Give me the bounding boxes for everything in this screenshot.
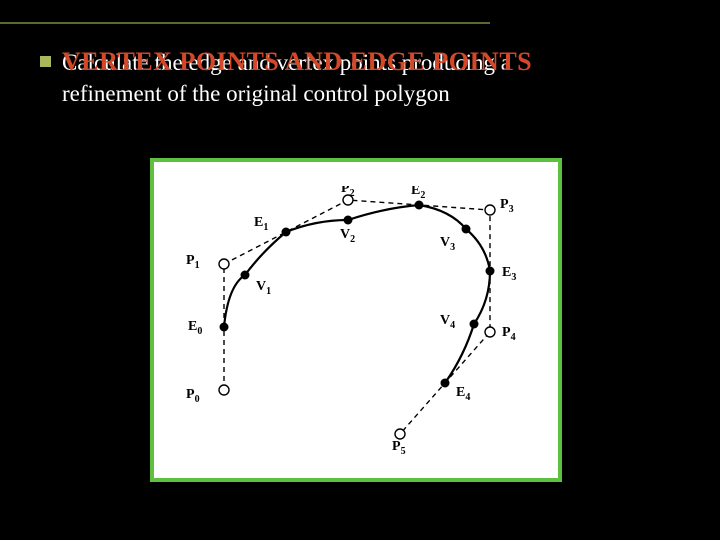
- control-point-P4: [485, 327, 495, 337]
- label-P3: P3: [500, 197, 514, 215]
- bullet-marker: [40, 56, 51, 67]
- label-V4: V4: [440, 313, 455, 331]
- vertex-point-V3: [462, 225, 471, 234]
- control-point-P1: [219, 259, 229, 269]
- refinement-diagram: P0P1P2P3P4P5E0E1E2E3E4V1V2V3V4: [178, 186, 534, 454]
- vertex-point-V4: [470, 320, 479, 329]
- control-point-P3: [485, 205, 495, 215]
- control-point-P0: [219, 385, 229, 395]
- edge-point-E2: [415, 201, 424, 210]
- label-E2: E2: [411, 186, 425, 201]
- vertex-point-V2: [344, 216, 353, 225]
- figure-frame: P0P1P2P3P4P5E0E1E2E3E4V1V2V3V4: [150, 158, 562, 482]
- edge-point-E0: [220, 323, 229, 332]
- label-V1: V1: [256, 279, 271, 297]
- label-P4: P4: [502, 325, 516, 343]
- label-P1: P1: [186, 253, 200, 271]
- accent-rule: [0, 22, 490, 24]
- slide-title: VERTEX POINTS AND EDGE POINTS: [62, 47, 532, 77]
- edge-point-E4: [441, 379, 450, 388]
- label-E0: E0: [188, 319, 202, 337]
- label-V2: V2: [340, 227, 355, 245]
- edge-point-E1: [282, 228, 291, 237]
- label-E3: E3: [502, 265, 516, 283]
- bullet-line2: refinement of the original control polyg…: [62, 81, 450, 106]
- label-V3: V3: [440, 235, 455, 253]
- label-E1: E1: [254, 215, 268, 233]
- label-P0: P0: [186, 387, 200, 405]
- control-point-P5: [395, 429, 405, 439]
- label-P5: P5: [392, 439, 406, 454]
- vertex-point-V1: [241, 271, 250, 280]
- edge-point-E3: [486, 267, 495, 276]
- label-E4: E4: [456, 385, 470, 403]
